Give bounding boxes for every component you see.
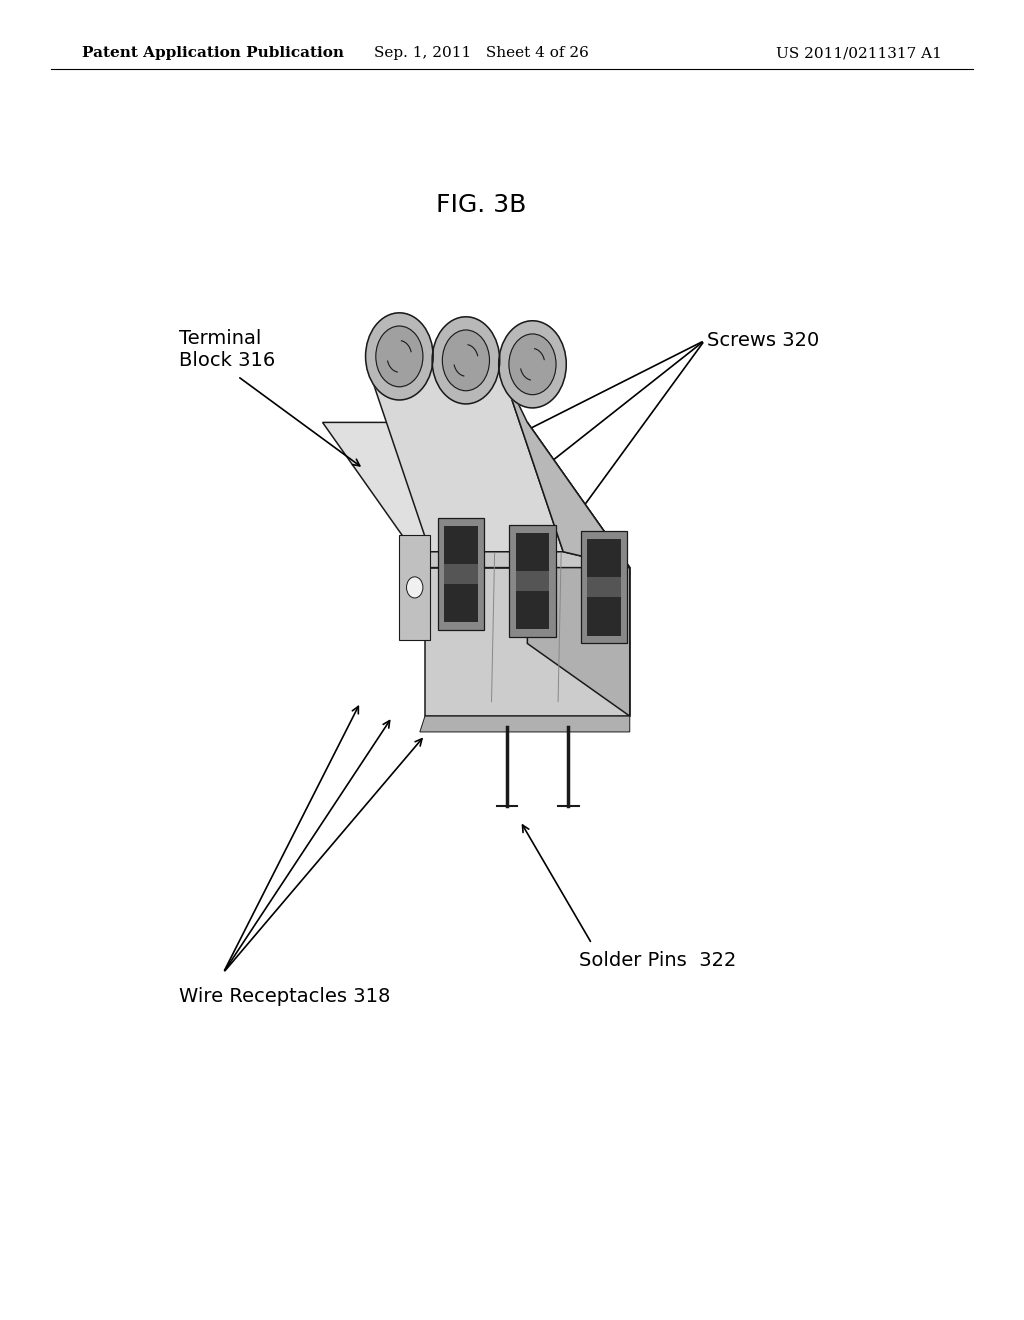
Polygon shape bbox=[527, 422, 630, 715]
Bar bbox=[437, 519, 483, 630]
Text: Solder Pins  322: Solder Pins 322 bbox=[579, 952, 736, 970]
Circle shape bbox=[499, 321, 566, 408]
Bar bbox=[443, 525, 477, 622]
Polygon shape bbox=[502, 370, 630, 568]
Text: Terminal
Block 316: Terminal Block 316 bbox=[179, 329, 275, 371]
Bar bbox=[509, 524, 555, 636]
Circle shape bbox=[407, 577, 423, 598]
Text: Screws 320: Screws 320 bbox=[707, 331, 819, 350]
Polygon shape bbox=[420, 715, 630, 731]
Circle shape bbox=[432, 317, 500, 404]
Polygon shape bbox=[425, 568, 630, 715]
Text: Patent Application Publication: Patent Application Publication bbox=[82, 46, 344, 61]
Text: FIG. 3B: FIG. 3B bbox=[436, 193, 526, 216]
Text: Wire Receptacles 318: Wire Receptacles 318 bbox=[179, 987, 390, 1006]
Polygon shape bbox=[425, 552, 630, 568]
Bar bbox=[582, 531, 627, 643]
Bar bbox=[515, 532, 549, 628]
Text: Sep. 1, 2011   Sheet 4 of 26: Sep. 1, 2011 Sheet 4 of 26 bbox=[374, 46, 589, 61]
Circle shape bbox=[442, 330, 489, 391]
Bar bbox=[443, 564, 477, 583]
Bar bbox=[515, 570, 549, 590]
Polygon shape bbox=[369, 370, 563, 552]
Bar bbox=[588, 539, 621, 635]
Polygon shape bbox=[323, 422, 630, 568]
Circle shape bbox=[366, 313, 433, 400]
Bar bbox=[588, 577, 621, 597]
Circle shape bbox=[509, 334, 556, 395]
Circle shape bbox=[376, 326, 423, 387]
Polygon shape bbox=[399, 535, 430, 640]
Text: US 2011/0211317 A1: US 2011/0211317 A1 bbox=[776, 46, 942, 61]
